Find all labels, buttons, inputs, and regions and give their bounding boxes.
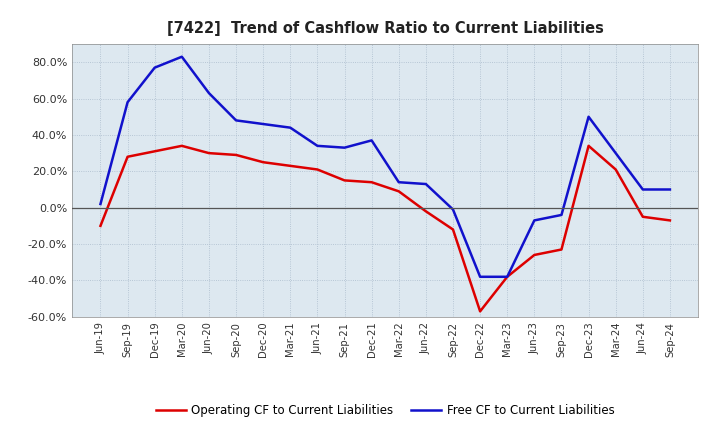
- Operating CF to Current Liabilities: [232, 152, 240, 158]
- Free CF to Current Liabilities: [286, 125, 294, 130]
- Operating CF to Current Liabilities: [476, 309, 485, 314]
- Free CF to Current Liabilities: [341, 145, 349, 150]
- Free CF to Current Liabilities: [611, 150, 620, 156]
- Operating CF to Current Liabilities: [584, 143, 593, 148]
- Free CF to Current Liabilities: [232, 118, 240, 123]
- Free CF to Current Liabilities: [639, 187, 647, 192]
- Operating CF to Current Liabilities: [313, 167, 322, 172]
- Operating CF to Current Liabilities: [286, 163, 294, 169]
- Free CF to Current Liabilities: [150, 65, 159, 70]
- Operating CF to Current Liabilities: [367, 180, 376, 185]
- Free CF to Current Liabilities: [367, 138, 376, 143]
- Legend: Operating CF to Current Liabilities, Free CF to Current Liabilities: Operating CF to Current Liabilities, Fre…: [151, 399, 619, 422]
- Free CF to Current Liabilities: [395, 180, 403, 185]
- Line: Free CF to Current Liabilities: Free CF to Current Liabilities: [101, 57, 670, 277]
- Free CF to Current Liabilities: [449, 207, 457, 212]
- Line: Operating CF to Current Liabilities: Operating CF to Current Liabilities: [101, 146, 670, 312]
- Operating CF to Current Liabilities: [611, 167, 620, 172]
- Operating CF to Current Liabilities: [639, 214, 647, 220]
- Operating CF to Current Liabilities: [96, 223, 105, 228]
- Operating CF to Current Liabilities: [123, 154, 132, 159]
- Operating CF to Current Liabilities: [259, 160, 268, 165]
- Operating CF to Current Liabilities: [530, 252, 539, 257]
- Free CF to Current Liabilities: [259, 121, 268, 127]
- Operating CF to Current Liabilities: [395, 189, 403, 194]
- Operating CF to Current Liabilities: [665, 218, 674, 223]
- Free CF to Current Liabilities: [584, 114, 593, 119]
- Free CF to Current Liabilities: [476, 274, 485, 279]
- Free CF to Current Liabilities: [178, 54, 186, 59]
- Free CF to Current Liabilities: [503, 274, 511, 279]
- Operating CF to Current Liabilities: [150, 149, 159, 154]
- Title: [7422]  Trend of Cashflow Ratio to Current Liabilities: [7422] Trend of Cashflow Ratio to Curren…: [167, 21, 603, 36]
- Operating CF to Current Liabilities: [178, 143, 186, 148]
- Free CF to Current Liabilities: [557, 213, 566, 218]
- Operating CF to Current Liabilities: [341, 178, 349, 183]
- Operating CF to Current Liabilities: [557, 247, 566, 252]
- Operating CF to Current Liabilities: [204, 150, 213, 156]
- Free CF to Current Liabilities: [313, 143, 322, 148]
- Free CF to Current Liabilities: [665, 187, 674, 192]
- Free CF to Current Liabilities: [530, 218, 539, 223]
- Operating CF to Current Liabilities: [421, 209, 430, 214]
- Operating CF to Current Liabilities: [449, 227, 457, 232]
- Free CF to Current Liabilities: [421, 181, 430, 187]
- Free CF to Current Liabilities: [96, 202, 105, 207]
- Free CF to Current Liabilities: [204, 91, 213, 96]
- Operating CF to Current Liabilities: [503, 274, 511, 279]
- Free CF to Current Liabilities: [123, 99, 132, 105]
